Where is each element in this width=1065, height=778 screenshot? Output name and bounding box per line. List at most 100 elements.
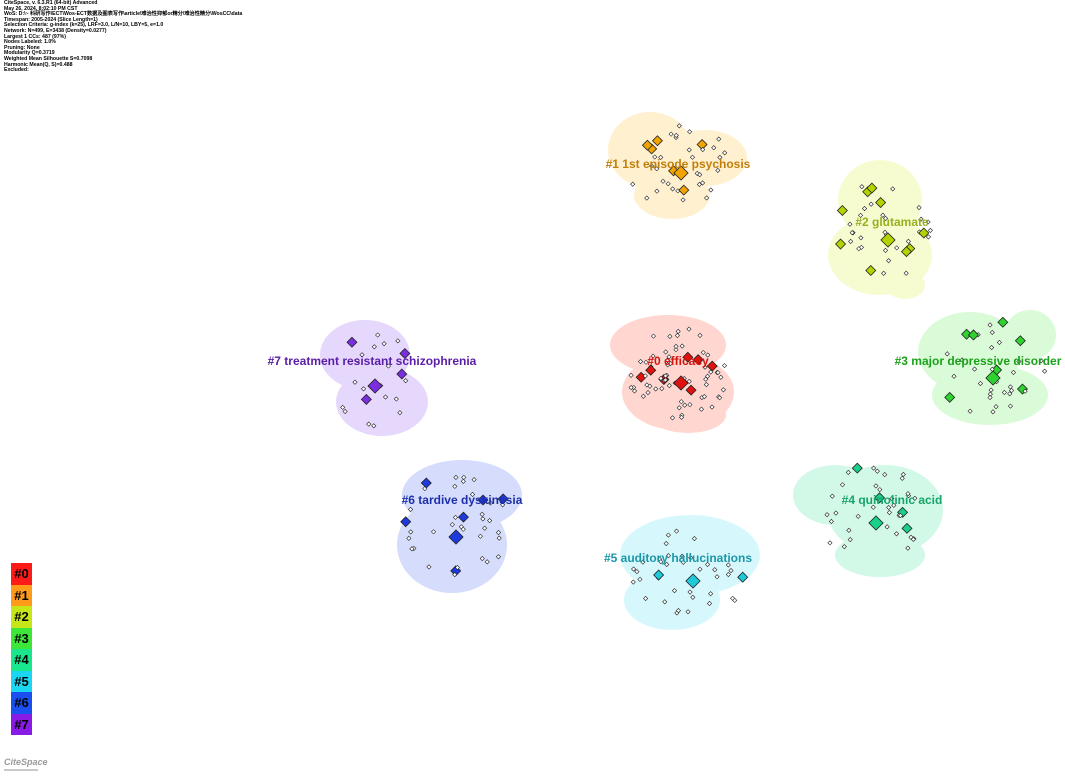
legend-label: #6 bbox=[14, 695, 29, 711]
node bbox=[420, 477, 432, 489]
info-line: WoS: D:\~ 科研写作\ECT\Wos-ECT数据及图表写作\articl… bbox=[4, 11, 243, 18]
info-line: Weighted Mean Silhouette S=0.7098 bbox=[4, 55, 93, 62]
node bbox=[487, 518, 493, 524]
node bbox=[700, 349, 706, 356]
node bbox=[666, 354, 672, 360]
node bbox=[665, 532, 671, 538]
node bbox=[833, 510, 839, 516]
node bbox=[900, 246, 912, 258]
node bbox=[665, 362, 671, 368]
node bbox=[650, 333, 656, 339]
logo-underline bbox=[4, 769, 38, 771]
node bbox=[874, 492, 886, 504]
cluster-nodes-5 bbox=[630, 528, 749, 616]
node bbox=[689, 154, 696, 160]
node bbox=[484, 559, 490, 565]
node bbox=[912, 495, 918, 501]
node bbox=[704, 195, 710, 201]
node bbox=[918, 227, 930, 239]
cluster-area-5 bbox=[620, 515, 760, 630]
legend-item: #2 bbox=[11, 606, 32, 628]
node bbox=[701, 394, 707, 400]
node bbox=[658, 559, 664, 565]
node bbox=[705, 352, 711, 358]
node bbox=[714, 574, 720, 580]
info-line: Network: N=499, E=3438 (Density=0.0277) bbox=[4, 27, 107, 34]
cluster-nodes-1 bbox=[630, 123, 728, 203]
node bbox=[628, 384, 634, 391]
node bbox=[987, 322, 993, 328]
node bbox=[894, 245, 900, 251]
node bbox=[479, 556, 485, 562]
node bbox=[637, 358, 644, 365]
node bbox=[882, 247, 889, 253]
node bbox=[845, 469, 851, 475]
node bbox=[880, 212, 886, 218]
cluster-area-7 bbox=[320, 320, 428, 436]
node bbox=[827, 540, 833, 546]
node bbox=[829, 493, 835, 499]
node bbox=[841, 544, 847, 550]
node bbox=[708, 591, 714, 597]
hub-node bbox=[448, 529, 464, 545]
node bbox=[382, 394, 389, 400]
node bbox=[346, 336, 358, 348]
legend-item: #1 bbox=[11, 584, 32, 606]
node bbox=[479, 511, 485, 517]
node bbox=[679, 553, 685, 559]
node bbox=[882, 472, 888, 478]
node bbox=[395, 338, 401, 344]
node bbox=[1007, 384, 1013, 390]
node bbox=[670, 186, 676, 192]
node bbox=[461, 474, 467, 480]
node bbox=[686, 147, 692, 153]
node bbox=[835, 238, 847, 250]
node bbox=[858, 212, 864, 218]
node bbox=[836, 205, 848, 217]
node bbox=[961, 328, 973, 340]
node bbox=[846, 527, 852, 533]
node bbox=[987, 394, 993, 401]
legend-label: #2 bbox=[14, 609, 29, 625]
node bbox=[967, 329, 979, 341]
legend-label: #0 bbox=[14, 566, 29, 582]
node bbox=[910, 536, 916, 542]
node bbox=[664, 561, 670, 567]
node bbox=[680, 197, 686, 203]
node bbox=[972, 366, 978, 372]
node bbox=[886, 510, 892, 516]
cluster-label-7: #7 treatment resistant schizophrenia bbox=[268, 354, 477, 368]
node bbox=[381, 341, 387, 347]
node bbox=[1010, 369, 1017, 375]
node bbox=[871, 465, 877, 471]
hub-node bbox=[685, 573, 701, 589]
node bbox=[715, 167, 721, 173]
node bbox=[393, 396, 399, 402]
node bbox=[721, 363, 728, 369]
node bbox=[890, 186, 896, 192]
cluster-labels: #0 efficacy #1 1st episode psychosis #2 gl… bbox=[268, 157, 1062, 565]
node bbox=[460, 478, 466, 484]
node bbox=[453, 474, 459, 480]
cluster-area-0 bbox=[610, 315, 734, 433]
node bbox=[1007, 403, 1014, 409]
node bbox=[861, 205, 868, 212]
node bbox=[452, 483, 458, 489]
node bbox=[720, 387, 726, 393]
node bbox=[883, 215, 889, 221]
cluster-label-4: #4 quinolinic acid bbox=[842, 493, 943, 507]
legend-item: #3 bbox=[11, 627, 32, 649]
node bbox=[728, 567, 734, 574]
node bbox=[859, 184, 865, 190]
node bbox=[669, 415, 676, 421]
node bbox=[993, 404, 999, 410]
node bbox=[717, 395, 723, 401]
node bbox=[718, 374, 724, 380]
node bbox=[685, 609, 691, 615]
node bbox=[340, 404, 346, 410]
node bbox=[989, 344, 995, 351]
info-line: Nodes Labeled: 1.0% bbox=[4, 39, 56, 46]
info-line: Harmonic Mean(Q, S)=0.488 bbox=[4, 61, 73, 68]
node bbox=[697, 566, 703, 572]
hub-node bbox=[868, 515, 884, 531]
